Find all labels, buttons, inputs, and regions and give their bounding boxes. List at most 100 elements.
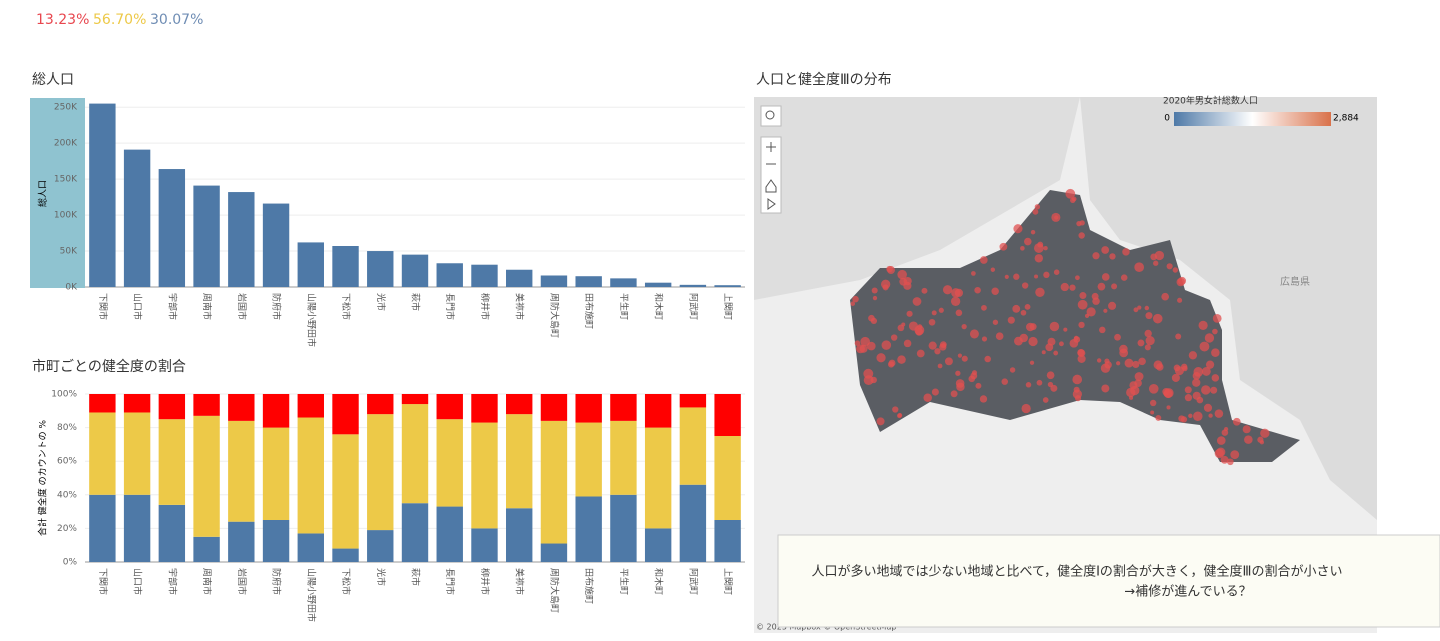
map-dot	[1034, 243, 1044, 253]
bar	[297, 242, 324, 287]
x-tick-label: 山陽小野田市	[305, 293, 317, 347]
y-tick-label: 100%	[51, 390, 77, 400]
bar-segment	[123, 394, 151, 413]
x-tick-label: 萩市	[410, 568, 422, 586]
x-tick-label: 美祢市	[514, 568, 526, 595]
map-dot	[897, 413, 902, 419]
map-dot	[1156, 363, 1164, 371]
map-dot	[887, 266, 895, 275]
map-dot	[863, 368, 874, 379]
map-dot	[1072, 389, 1082, 399]
map-dot	[961, 355, 968, 362]
land-sea-north	[754, 97, 1080, 300]
bar-segment	[123, 412, 151, 495]
map-dot	[1101, 384, 1110, 393]
zoom-controls[interactable]	[760, 136, 782, 214]
y-tick-label: 0K	[65, 283, 78, 293]
map-dot	[1180, 416, 1188, 423]
map-dot	[1043, 271, 1050, 279]
map-dot	[975, 382, 982, 389]
map-dot	[1126, 387, 1136, 398]
map-dot	[1144, 329, 1152, 338]
map-dot	[1149, 399, 1157, 407]
bar	[123, 149, 151, 287]
map-dot	[1212, 314, 1222, 323]
bar-segment	[401, 394, 429, 405]
x-tick-label: 宇部市	[166, 293, 178, 320]
map-dot	[1078, 232, 1085, 239]
bar-segment	[575, 422, 602, 497]
y-tick-label: 0%	[63, 558, 78, 568]
x-tick-label: 岩国市	[236, 568, 248, 595]
bar-segment	[506, 508, 533, 562]
bar	[228, 192, 255, 287]
map-dot	[1007, 316, 1015, 324]
map-dot	[1109, 253, 1116, 260]
map-dot	[1060, 282, 1069, 292]
axis-highlight[interactable]	[30, 98, 85, 288]
map-dot	[1030, 229, 1036, 235]
x-tick-label: 阿武町	[687, 293, 699, 320]
bar-segment	[193, 415, 220, 537]
map-dot	[1024, 303, 1031, 310]
map-dot	[1079, 292, 1087, 300]
x-tick-label: 防府市	[271, 293, 283, 320]
map-dot	[1129, 381, 1138, 390]
legend-gradient	[1174, 112, 1331, 126]
bar-segment	[367, 530, 394, 562]
map[interactable]: 広島県 2020年男女計総数人口 0 2,884 © 2025 Mapbox ©…	[754, 95, 1377, 634]
map-dot	[1077, 354, 1086, 363]
map-dot	[1153, 260, 1159, 266]
map-dot	[1129, 395, 1134, 400]
map-dot	[999, 242, 1008, 251]
map-dot	[871, 287, 878, 294]
bar-segment	[436, 419, 463, 507]
map-dot	[854, 340, 861, 347]
map-dot	[1053, 350, 1059, 356]
map-dot	[979, 395, 988, 403]
x-tick-label: 平生町	[618, 293, 630, 320]
map-dot	[1166, 405, 1171, 410]
map-dot	[1013, 273, 1020, 280]
annotation-line: →補修が進んでいる？	[1124, 585, 1251, 600]
map-dot	[990, 267, 996, 272]
map-dot	[1111, 283, 1118, 290]
bar-segment	[297, 394, 324, 418]
map-dot	[1171, 373, 1180, 382]
y-tick-label: 150K	[54, 175, 78, 185]
map-dot	[1145, 312, 1153, 320]
map-dot	[1144, 305, 1150, 311]
x-tick-label: 下松市	[340, 568, 352, 595]
bar-segment	[644, 427, 672, 529]
search-button[interactable]	[760, 105, 782, 127]
map-dot	[956, 382, 965, 392]
bar-segment	[714, 520, 741, 562]
bar-segment	[644, 394, 672, 428]
annotation-box	[777, 534, 1440, 628]
map-dot	[1075, 275, 1080, 281]
map-dot	[1199, 341, 1210, 352]
map-dot	[1092, 252, 1100, 260]
control-icons	[765, 142, 777, 210]
map-dot	[1045, 343, 1054, 352]
map-dot	[1201, 385, 1211, 395]
map-dot	[1009, 367, 1016, 373]
bar	[575, 276, 602, 287]
map-dot	[1104, 358, 1110, 364]
map-dot	[1188, 351, 1198, 360]
bar-segment	[436, 506, 463, 562]
map-dot	[1059, 341, 1064, 347]
map-dot	[1114, 333, 1121, 341]
map-dot	[1034, 204, 1041, 210]
x-tick-label: 阿武町	[687, 568, 699, 595]
map-dot	[1220, 455, 1229, 464]
bar-segment	[228, 521, 255, 562]
map-dot	[1013, 224, 1023, 234]
x-tick-label: 柳井市	[479, 568, 491, 595]
map-dot	[951, 288, 961, 298]
x-tick-label: 岩国市	[236, 293, 248, 320]
map-dot	[1203, 403, 1213, 412]
map-dot	[984, 355, 991, 363]
map-dot	[1242, 425, 1251, 434]
map-dot	[1021, 403, 1031, 414]
